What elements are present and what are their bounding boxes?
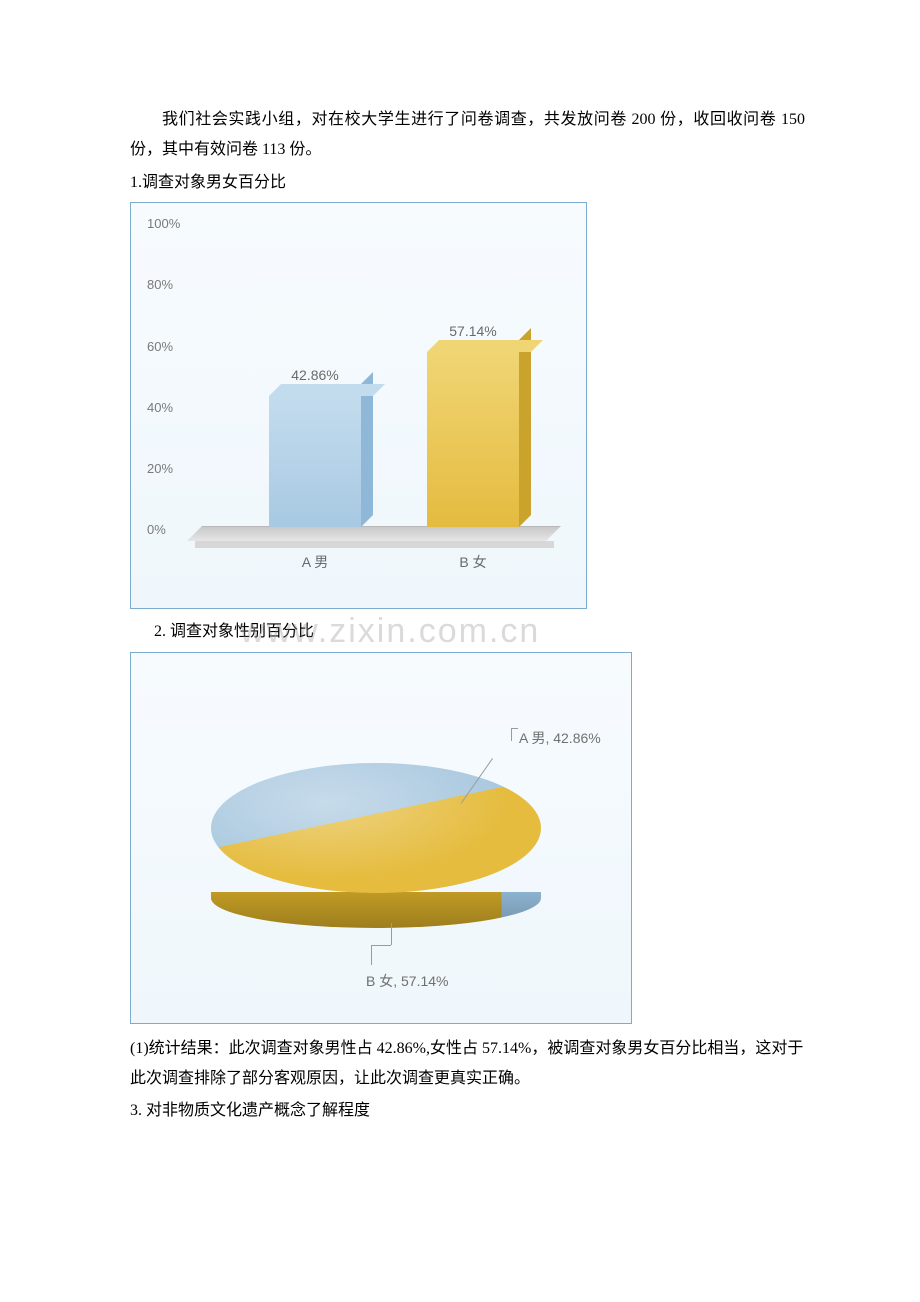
pie-leader-b xyxy=(391,923,392,945)
bar-ytick-label: 0% xyxy=(147,518,166,543)
pie-label-b: B 女, 57.14% xyxy=(366,968,449,995)
pie-side xyxy=(211,892,541,928)
bar-ytick-label: 100% xyxy=(147,212,180,237)
pie-leader-a xyxy=(511,728,518,741)
bar-value-label: 42.86% xyxy=(255,362,375,389)
bar-ytick-label: 60% xyxy=(147,335,173,360)
bar-floor-front xyxy=(195,541,554,548)
bar-ytick-label: 40% xyxy=(147,396,173,421)
bar-ytick-label: 20% xyxy=(147,457,173,482)
bar-floor xyxy=(187,526,561,541)
section3-title: 3. 对非物质文化遗产概念了解程度 xyxy=(130,1096,805,1126)
bar-plot-area xyxy=(199,221,564,541)
section2-title: 2. 调查对象性别百分比 xyxy=(154,617,805,647)
bar-category-label: A 男 xyxy=(255,549,375,576)
pie-top xyxy=(211,763,541,893)
bar-value-label: 57.14% xyxy=(413,318,533,345)
pie-body xyxy=(211,763,541,928)
section1-title: 1.调查对象男女百分比 xyxy=(130,168,805,198)
bar-chart-gender: 0% 20% 40% 60% 80% 100% 42.86% A 男 57.14% B 女 xyxy=(130,202,587,609)
bar xyxy=(427,352,519,527)
bar-category-label: B 女 xyxy=(413,549,533,576)
intro-paragraph: 我们社会实践小组，对在校大学生进行了问卷调查，共发放问卷 200 份，收回收问卷… xyxy=(130,105,805,166)
document-page: 我们社会实践小组，对在校大学生进行了问卷调查，共发放问卷 200 份，收回收问卷… xyxy=(0,0,920,1302)
pie-chart-gender: A 男, 42.86% B 女, 57.14% xyxy=(130,652,632,1024)
bar-ytick-label: 80% xyxy=(147,273,173,298)
bar xyxy=(269,396,361,527)
pie-label-a: A 男, 42.86% xyxy=(519,725,601,752)
result-paragraph: (1)统计结果：此次调查对象男性占 42.86%,女性占 57.14%，被调查对… xyxy=(130,1034,805,1095)
